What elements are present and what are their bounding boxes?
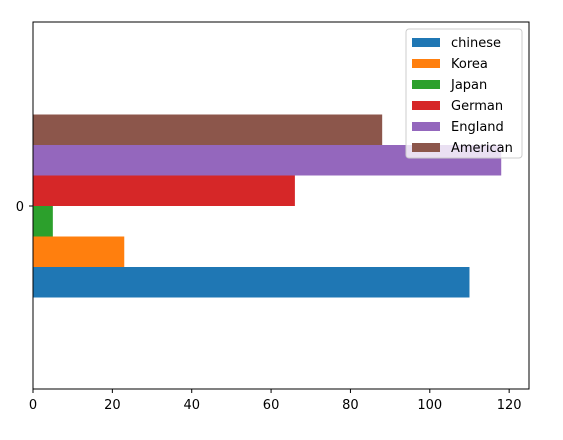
legend-label-japan: Japan (450, 78, 487, 93)
x-tick-label: 20 (104, 398, 121, 413)
legend-swatch-korea (412, 59, 440, 68)
bar-german (33, 175, 295, 206)
legend-swatch-chinese (412, 38, 440, 47)
bar-chinese (33, 267, 470, 298)
legend: chinese Korea Japan German England American (405, 28, 523, 159)
legend-label-korea: Korea (451, 57, 488, 72)
legend-label-chinese: chinese (451, 36, 501, 51)
x-tick-label: 40 (183, 398, 200, 413)
legend-label-german: German (451, 99, 503, 114)
y-axis: 0 (16, 200, 33, 215)
legend-swatch-england (412, 122, 440, 131)
legend-swatch-american (412, 143, 440, 152)
bar-japan (33, 206, 53, 237)
legend-swatch-japan (412, 80, 440, 89)
x-tick-label: 60 (263, 398, 280, 413)
legend-label-england: England (451, 120, 504, 135)
y-tick-label: 0 (16, 200, 24, 215)
x-tick-label: 0 (29, 398, 37, 413)
legend-label-american: American (451, 141, 513, 156)
bar-korea (33, 236, 125, 267)
x-tick-label: 100 (417, 398, 442, 413)
x-tick-label: 120 (497, 398, 522, 413)
legend-swatch-german (412, 101, 440, 110)
x-tick-label: 80 (342, 398, 359, 413)
bar-american (33, 114, 383, 145)
x-axis: 0 20 40 60 80 100 120 (29, 389, 522, 413)
